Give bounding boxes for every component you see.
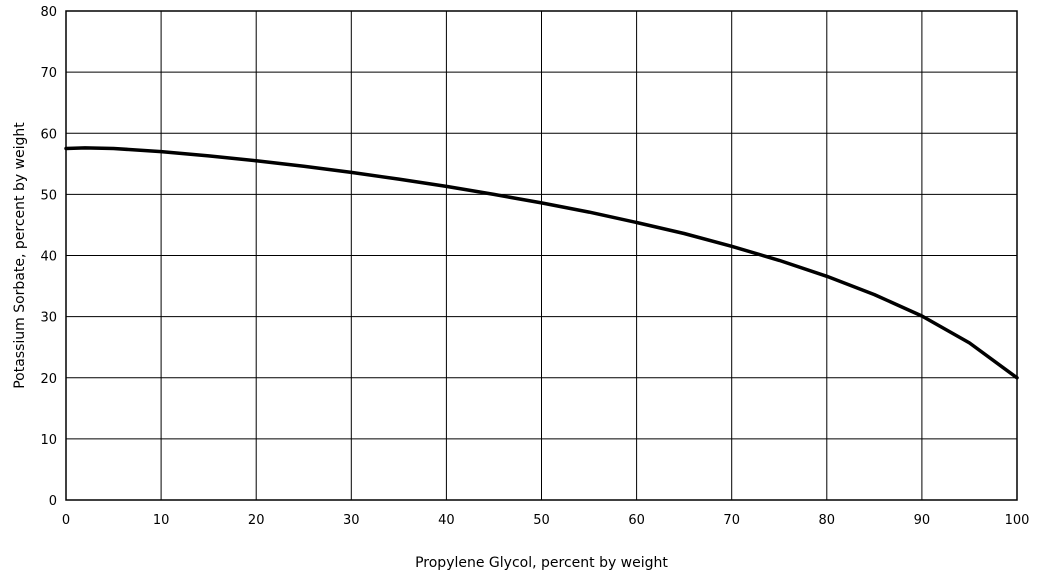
- x-tick-label: 70: [723, 513, 740, 528]
- y-tick-label: 30: [40, 311, 57, 326]
- y-tick-labels: 0 10 20 30 40 50 60 70 80: [40, 5, 57, 509]
- series-line-0: [64, 146, 1019, 380]
- grid: [65, 10, 1018, 501]
- x-tick-label: 90: [914, 513, 931, 528]
- x-tick-labels: 0 10 20 30 40 50 60 70 80 90 100: [62, 513, 1030, 528]
- y-tick-label: 40: [40, 250, 57, 265]
- x-tick-label: 10: [153, 513, 170, 528]
- x-tick-label: 40: [438, 513, 455, 528]
- x-axis-label: Propylene Glycol, percent by weight: [415, 555, 668, 571]
- x-tick-label: 50: [533, 513, 550, 528]
- x-tick-label: 20: [248, 513, 265, 528]
- x-tick-label: 30: [343, 513, 360, 528]
- y-tick-label: 20: [40, 372, 57, 387]
- x-tick-label: 60: [628, 513, 645, 528]
- y-tick-label: 10: [40, 433, 57, 448]
- x-tick-label: 80: [819, 513, 836, 528]
- y-tick-label: 0: [49, 494, 57, 509]
- y-tick-label: 60: [40, 127, 57, 142]
- series-group: [64, 146, 1019, 380]
- y-tick-label: 50: [40, 188, 57, 203]
- y-tick-label: 70: [40, 66, 57, 81]
- plot-frame: [65, 10, 1018, 501]
- y-tick-label: 80: [40, 5, 57, 20]
- x-tick-label: 0: [62, 513, 70, 528]
- y-axis-label: Potassium Sorbate, percent by weight: [12, 122, 28, 389]
- x-tick-label: 100: [1005, 513, 1030, 528]
